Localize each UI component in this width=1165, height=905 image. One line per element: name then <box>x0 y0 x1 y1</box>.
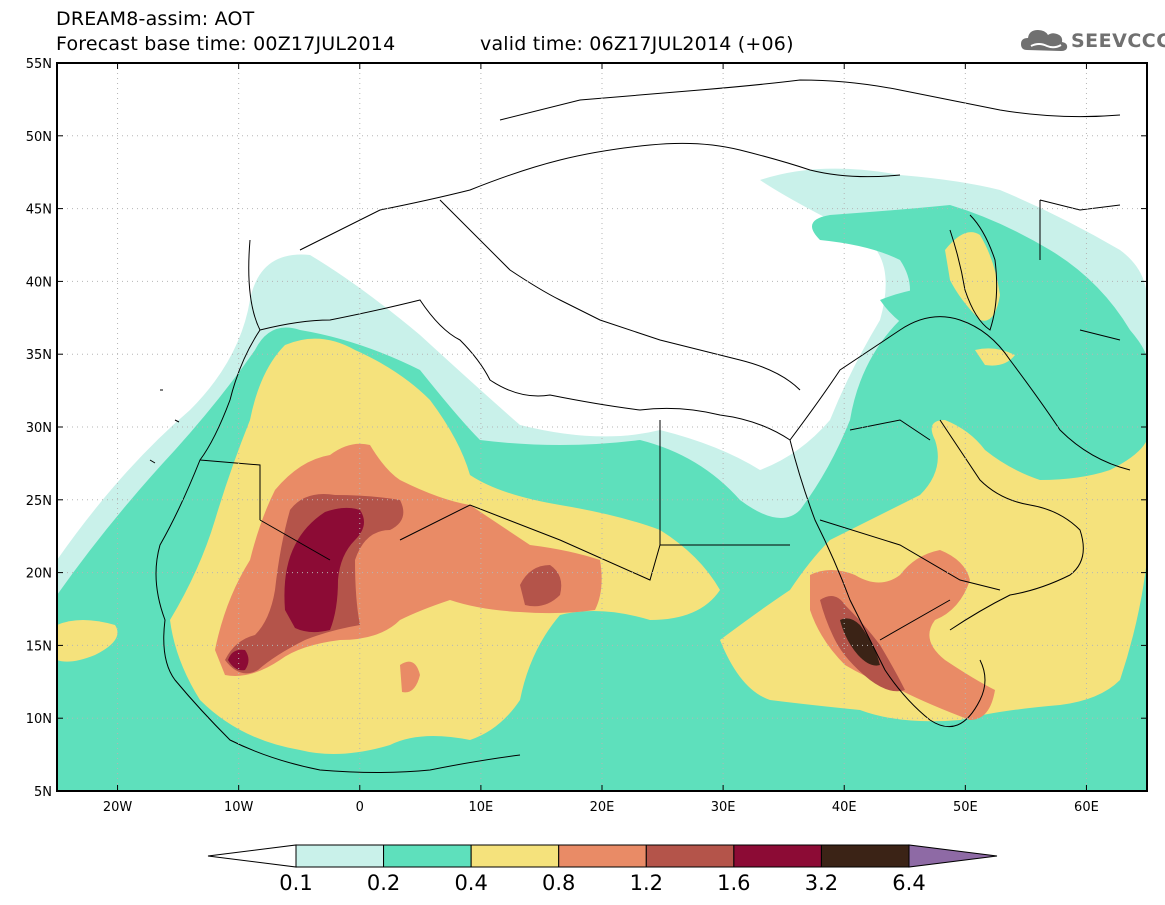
lat-tick-label: 25N <box>26 494 52 509</box>
lat-tick-label: 30N <box>26 421 52 436</box>
forecast-base-time: Forecast base time: 00Z17JUL2014 <box>56 33 396 55</box>
colorbar-label: 0.2 <box>367 871 400 895</box>
lat-tick-label: 15N <box>26 639 52 654</box>
colorbar-labels: 0.1 0.2 0.4 0.8 1.2 1.6 3.2 6.4 <box>279 871 925 895</box>
valid-time: valid time: 06Z17JUL2014 (+06) <box>480 33 794 55</box>
lat-tick-label: 50N <box>26 130 52 145</box>
cloud-logo-icon <box>1021 30 1068 51</box>
lon-tick-label: 30E <box>711 800 736 815</box>
lon-tick-label: 20W <box>103 800 133 815</box>
colorbar-segment <box>295 844 385 868</box>
colorbar-label: 6.4 <box>892 871 925 895</box>
logo-text: SEEVCCC <box>1071 30 1165 52</box>
lon-tick-label: 10E <box>469 800 494 815</box>
lon-tick-label: 50E <box>953 800 978 815</box>
latitude-labels: 5N 10N 15N 20N 25N 30N 35N 40N 45N 50N 55N <box>26 57 52 800</box>
colorbar <box>207 844 998 868</box>
colorbar-segment <box>645 844 735 868</box>
lat-tick-label: 35N <box>26 348 52 363</box>
lat-tick-label: 5N <box>34 785 52 800</box>
colorbar-low-arrow <box>207 844 297 868</box>
colorbar-segment <box>733 844 822 868</box>
lon-tick-label: 0 <box>356 800 364 815</box>
lat-tick-label: 45N <box>26 203 52 218</box>
lat-tick-label: 20N <box>26 567 52 582</box>
colorbar-label: 1.2 <box>630 871 663 895</box>
lat-tick-label: 10N <box>26 712 52 727</box>
colorbar-label: 0.4 <box>454 871 487 895</box>
lat-tick-label: 40N <box>26 275 52 290</box>
colorbar-segment <box>470 844 560 868</box>
colorbar-label: 3.2 <box>805 871 838 895</box>
colorbar-segment <box>558 844 647 868</box>
axis-ticks <box>57 62 1147 792</box>
seevccc-logo: SEEVCCC <box>1019 24 1165 58</box>
colorbar-label: 1.6 <box>717 871 750 895</box>
colorbar-high-arrow <box>908 844 998 868</box>
longitude-labels: 20W 10W 0 10E 20E 30E 40E 50E 60E <box>103 800 1099 815</box>
lon-tick-label: 40E <box>832 800 857 815</box>
lat-tick-label: 55N <box>26 57 52 72</box>
map-title: DREAM8-assim: AOT <box>56 8 255 30</box>
aot-field <box>57 63 1147 791</box>
colorbar-label: 0.1 <box>279 871 312 895</box>
colorbar-segment <box>383 844 472 868</box>
lon-tick-label: 20E <box>590 800 615 815</box>
lon-tick-label: 10W <box>224 800 254 815</box>
lon-tick-label: 60E <box>1074 800 1099 815</box>
colorbar-segment <box>820 844 910 868</box>
colorbar-label: 0.8 <box>542 871 575 895</box>
